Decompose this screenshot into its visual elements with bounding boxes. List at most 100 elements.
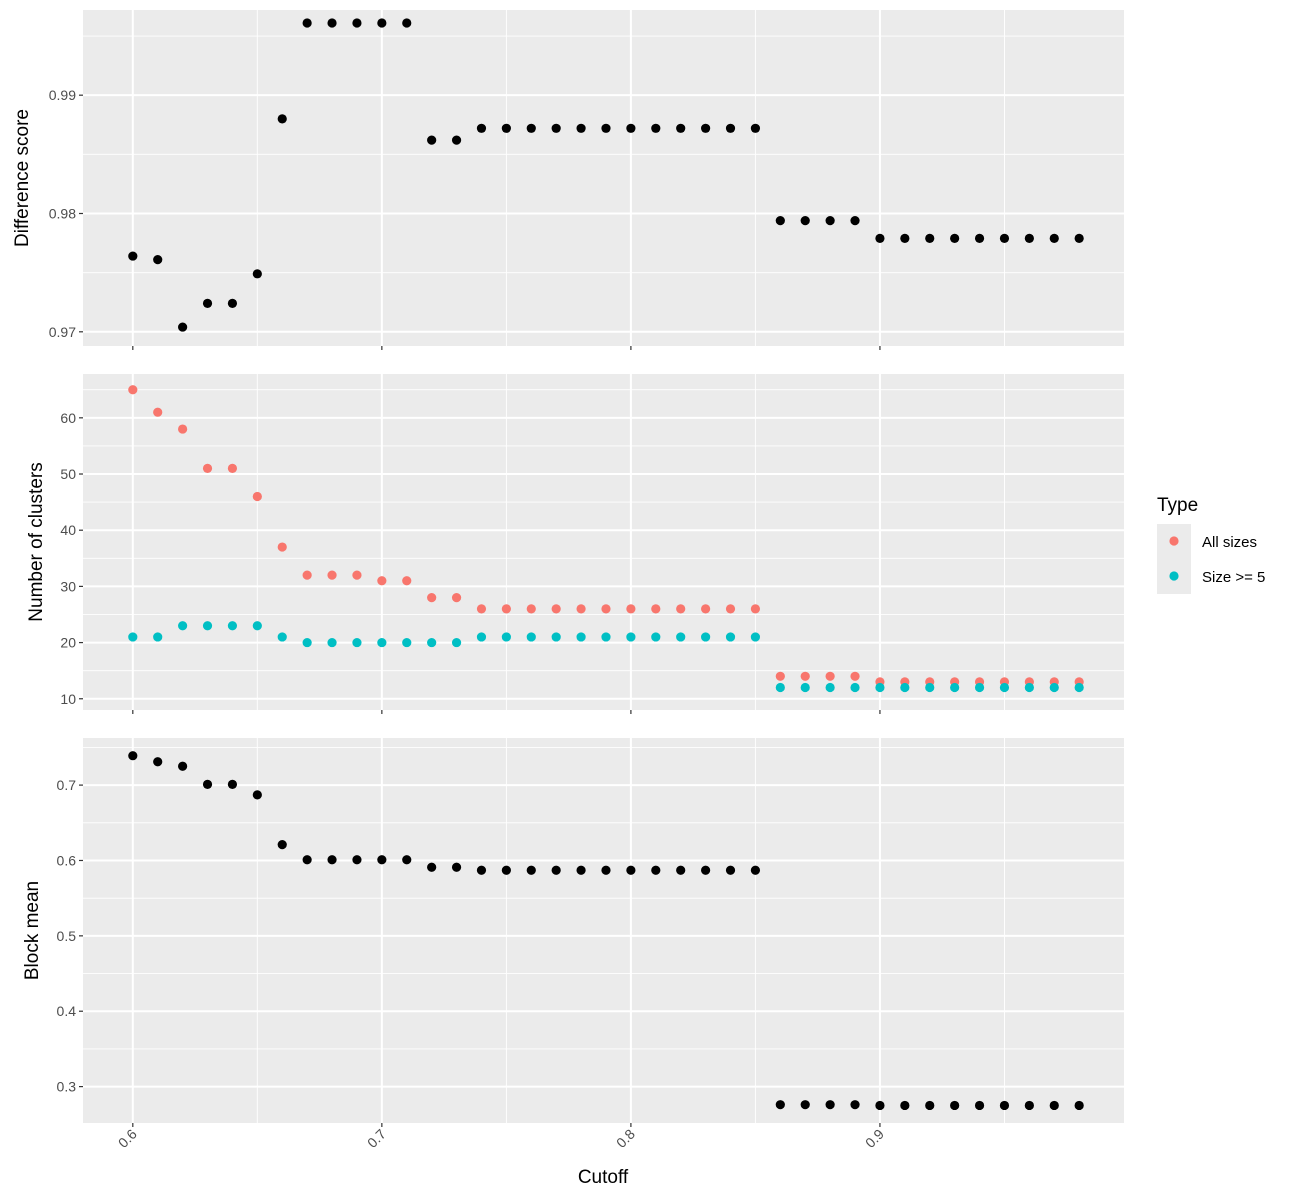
data-point — [999, 1100, 1010, 1111]
x-tick-label: 0.8 — [613, 1126, 638, 1151]
y-tick-label: 60 — [60, 410, 76, 426]
y-tick-label: 0.97 — [49, 324, 76, 340]
data-point — [626, 123, 636, 133]
panel-background — [83, 738, 1124, 1123]
data-point — [1024, 1100, 1034, 1111]
data-point — [352, 855, 362, 865]
data-point — [626, 604, 636, 614]
data-point — [178, 761, 188, 771]
data-point — [128, 385, 138, 395]
data-point — [252, 790, 262, 800]
data-point — [999, 682, 1010, 693]
data-point — [974, 682, 985, 693]
data-point — [476, 865, 487, 875]
panel-1: 0.97 0.98 0.99 Difference score — [12, 10, 1124, 350]
data-point — [750, 865, 761, 875]
data-point — [900, 682, 910, 693]
data-point — [800, 1100, 810, 1110]
data-point — [327, 570, 337, 580]
data-point — [626, 865, 636, 875]
data-point — [775, 215, 785, 226]
data-point — [427, 593, 437, 603]
legend: Type All sizes Size >= 5 — [1157, 495, 1265, 594]
data-point — [153, 757, 163, 767]
data-point — [227, 463, 238, 473]
data-point — [202, 298, 213, 309]
data-point — [252, 491, 262, 502]
data-point — [775, 682, 785, 693]
data-point — [850, 682, 860, 693]
data-point — [576, 604, 586, 614]
panel-2: 10 20 30 40 50 60 Number of clusters — [26, 374, 1124, 714]
data-point — [352, 570, 362, 580]
data-point — [576, 865, 586, 875]
data-point — [277, 632, 287, 642]
data-point — [277, 114, 287, 124]
data-point — [900, 1100, 910, 1111]
data-point — [302, 637, 312, 648]
data-point — [352, 18, 362, 28]
data-point — [601, 632, 611, 642]
data-point — [327, 637, 337, 648]
x-tick-labels: 0.6 0.7 0.8 0.9 — [115, 1126, 887, 1151]
data-point — [526, 632, 536, 642]
data-point — [427, 637, 437, 648]
data-point — [875, 1100, 885, 1111]
data-point — [377, 18, 387, 28]
data-point — [725, 604, 736, 614]
data-point — [202, 779, 213, 789]
x-tick-label: 0.9 — [862, 1126, 887, 1151]
y-tick-label: 0.98 — [49, 205, 76, 221]
data-point — [202, 463, 213, 473]
data-point — [526, 865, 536, 875]
legend-key-1 — [1169, 536, 1179, 546]
data-point — [402, 576, 412, 586]
data-point — [1049, 1100, 1059, 1111]
data-point — [128, 632, 138, 642]
panels-layer: 0.97 0.98 0.99 Difference score 10 20 30 40 50 60… — [12, 10, 1124, 1151]
legend-label-2: Size >= 5 — [1202, 569, 1265, 586]
data-point — [651, 604, 661, 614]
data-point — [551, 604, 561, 614]
y-tick-label: 0.7 — [57, 777, 77, 793]
series-1 — [128, 18, 1084, 332]
data-point — [178, 322, 188, 332]
legend-entries: All sizes Size >= 5 — [1169, 534, 1265, 586]
data-point — [153, 632, 163, 642]
data-point — [128, 751, 138, 761]
panel-background — [83, 374, 1124, 710]
data-point — [974, 233, 985, 243]
data-point — [128, 251, 138, 261]
data-point — [750, 604, 761, 614]
y-tick-label: 0.6 — [57, 852, 77, 868]
data-point — [178, 424, 188, 434]
data-point — [501, 123, 511, 133]
data-point — [501, 604, 511, 614]
data-point — [651, 865, 661, 875]
data-point — [352, 637, 362, 648]
data-point — [178, 621, 188, 631]
data-point — [227, 298, 238, 309]
data-point — [451, 593, 462, 603]
data-point — [427, 862, 437, 872]
data-point — [950, 233, 960, 243]
data-point — [999, 233, 1010, 243]
data-point — [1049, 682, 1059, 693]
legend-label-1: All sizes — [1202, 534, 1257, 551]
data-point — [476, 632, 487, 642]
data-point — [202, 621, 213, 631]
x-axis-title: Cutoff — [578, 1167, 629, 1188]
panel-background — [83, 10, 1124, 346]
data-point — [725, 123, 736, 133]
data-point — [1074, 233, 1084, 243]
series-1 — [128, 751, 1084, 1111]
data-point — [227, 621, 238, 631]
data-point — [825, 1100, 835, 1110]
data-point — [750, 632, 761, 642]
data-point — [476, 123, 487, 133]
y-tick-label: 50 — [60, 466, 76, 482]
data-point — [501, 865, 511, 875]
data-point — [1074, 1100, 1084, 1111]
data-point — [551, 865, 561, 875]
